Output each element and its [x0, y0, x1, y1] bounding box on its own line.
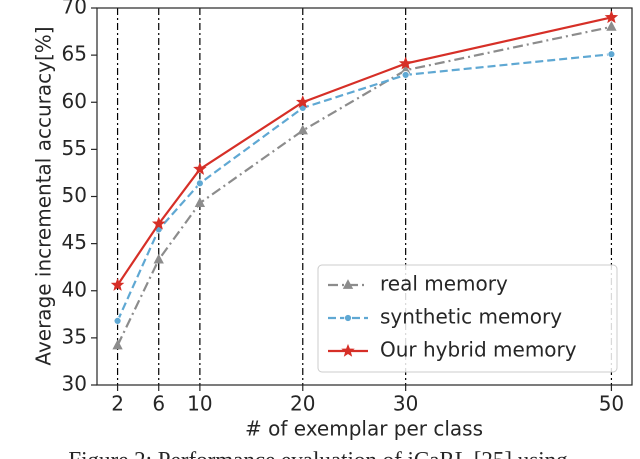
- caption: Figure 2: Performance evaluation of iCaR…: [68, 447, 568, 459]
- x-tick-label: 2: [111, 392, 124, 416]
- legend-marker: [344, 314, 352, 322]
- y-tick-label: 45: [62, 230, 87, 254]
- legend-label: Our hybrid memory: [380, 338, 577, 362]
- marker: [398, 56, 413, 70]
- marker: [112, 339, 123, 350]
- marker: [151, 216, 166, 230]
- plot-frame: [96, 7, 633, 386]
- marker: [195, 179, 204, 188]
- y-tick-label: 35: [62, 324, 87, 348]
- marker: [153, 253, 164, 264]
- series-line: [116, 16, 612, 286]
- series-line: [116, 25, 612, 346]
- y-tick-label: 50: [62, 183, 87, 207]
- y-tick-label: 40: [62, 277, 87, 301]
- legend-label: real memory: [380, 272, 508, 296]
- y-tick-label: 55: [62, 136, 87, 160]
- marker: [194, 197, 206, 207]
- x-tick-label: 30: [393, 392, 418, 416]
- marker: [297, 124, 308, 135]
- y-tick-label: 30: [62, 372, 87, 396]
- legend-box: [317, 264, 618, 373]
- y-axis-label: Average incremental accuracy[%]: [32, 26, 56, 365]
- marker: [110, 278, 125, 291]
- legend-marker: [341, 343, 355, 357]
- y-tick-label: 70: [62, 0, 87, 19]
- x-axis-label: # of exemplar per class: [245, 417, 483, 441]
- y-tick-label: 60: [62, 89, 87, 113]
- marker: [113, 317, 122, 325]
- marker: [193, 162, 207, 175]
- marker: [606, 20, 617, 31]
- legend-label: synthetic memory: [380, 305, 562, 329]
- x-tick-label: 10: [187, 392, 212, 416]
- x-tick-label: 6: [152, 392, 165, 416]
- x-tick-label: 20: [290, 392, 315, 416]
- marker: [607, 50, 616, 59]
- marker: [296, 95, 310, 108]
- legend-marker: [342, 279, 354, 289]
- series-line: [116, 53, 612, 322]
- y-tick-label: 65: [62, 42, 87, 66]
- marker: [604, 10, 619, 24]
- x-tick-label: 50: [599, 392, 624, 416]
- marker: [401, 71, 410, 79]
